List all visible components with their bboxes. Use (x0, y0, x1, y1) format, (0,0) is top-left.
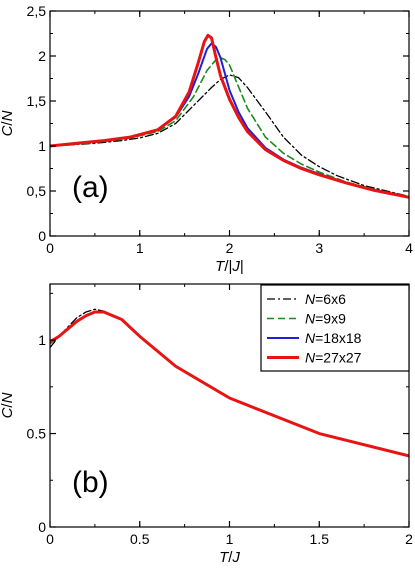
panel-b: 0 0.5 1 1.5 200.51T/JC/N(b)N=6x6N=9x9N=18x18… (0, 283, 413, 566)
x-axis-title-part: | (240, 258, 244, 275)
x-axis-title-part: J (231, 549, 240, 566)
series-line-n-27x27 (50, 310, 409, 458)
panel-label: (a) (72, 171, 109, 204)
y-axis-title-part: N (0, 110, 16, 121)
y-tick-label: 0.5 (27, 426, 47, 442)
y-tick-label: 2 (38, 48, 46, 64)
y-tick-label: 2,5 (27, 3, 47, 19)
x-tick-label: 0.5 (130, 531, 150, 547)
x-tick-label: 0 (46, 240, 54, 256)
legend-entry-size: =27x27 (315, 350, 362, 366)
x-axis-title-part: / (228, 549, 233, 566)
panel-label: (b) (72, 466, 109, 499)
x-tick-label: 4 (405, 240, 413, 256)
x-axis-title-part: T (215, 258, 226, 275)
legend-entry-size: =6x6 (315, 291, 346, 307)
y-axis-title-part: C (0, 407, 16, 418)
legend-entry-size: =9x9 (315, 311, 346, 327)
panel-a: 0 1 2 3 4 0 0,5 1 1,5 2 2,5 T/|J| C/N (a) (0, 3, 413, 275)
legend-entry-symbol: N (305, 350, 316, 366)
legend-entry-size: =18x18 (315, 330, 362, 346)
y-axis-title-part: N (0, 392, 16, 403)
x-tick-label: 1 (136, 240, 144, 256)
legend-entry: N=6x6 (305, 291, 346, 307)
legend-entry-symbol: N (305, 311, 316, 327)
y-axis-title: C/N (0, 392, 16, 418)
x-axis-title-part: J (231, 258, 240, 275)
series-line-n-27x27 (50, 33, 409, 199)
y-axis-title: C/N (0, 110, 16, 136)
legend-entry-symbol: N (305, 330, 316, 346)
x-tick-label: 2 (405, 531, 413, 547)
y-tick-label: 0,5 (27, 183, 47, 199)
y-axis-title-part: / (0, 121, 16, 126)
legend-entry: N=27x27 (305, 350, 362, 366)
x-tick-label: 0 (46, 531, 54, 547)
x-axis-title-part: /| (224, 258, 232, 275)
x-axis-title: T/J (219, 549, 240, 566)
y-tick-label: 1 (38, 138, 46, 154)
y-tick-label: 0 (38, 228, 46, 244)
x-axis-title-part: T (219, 549, 230, 566)
x-tick-label: 1 (226, 531, 234, 547)
x-tick-label: 3 (315, 240, 323, 256)
x-tick-label: 1.5 (310, 531, 330, 547)
legend-entry-symbol: N (305, 291, 316, 307)
legend-entry: N=18x18 (305, 330, 362, 346)
y-tick-label: 1 (38, 332, 46, 348)
y-axis-title-part: C (0, 125, 16, 136)
y-tick-label: 0 (38, 519, 46, 535)
x-axis-title: T/|J| (215, 258, 244, 275)
legend-entry: N=9x9 (305, 311, 346, 327)
y-axis-title-part: / (0, 403, 16, 408)
x-tick-label: 2 (226, 240, 234, 256)
y-tick-label: 1,5 (27, 93, 47, 109)
